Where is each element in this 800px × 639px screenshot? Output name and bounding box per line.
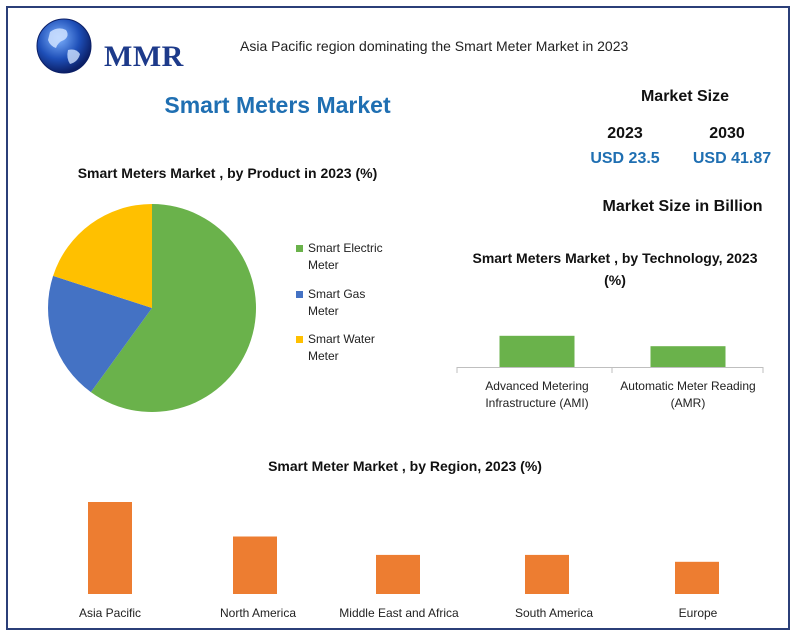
region-bar-middle-east-africa [376,554,420,594]
product-pie-chart [48,204,256,412]
logo-text: MMR [104,40,184,73]
pie-slice-gas [48,275,152,393]
main-title: Smart Meters Market [164,92,391,118]
region-bar-chart [88,502,719,594]
region-bar-europe [675,561,719,594]
region-chart-title: Smart Meter Market , by Region, 2023 (%) [268,458,542,474]
region-label-north-america: North America [219,606,297,620]
region-label-middle-east-africa: Middle East and Africa [339,606,459,620]
headline: Asia Pacific region dominating the Smart… [240,38,629,54]
pie-slice-electric [90,204,256,412]
region-label-asia-pacific: Asia Pacific [78,606,142,620]
year-2023: 2023 [607,125,643,142]
technology-bar-chart [456,335,764,373]
market-size-title: Market Size [640,88,730,105]
region-label-south-america: South America [514,606,594,620]
legend-label-electric: Smart Electric Meter [308,241,383,272]
tech-chart-title: Smart Meters Market , by Technology, 202… [472,250,758,288]
tech-label-amr: Automatic Meter Reading (AMR) [620,379,756,410]
globe-icon [36,18,92,74]
legend-swatch-water [296,336,303,343]
region-bar-south-america [525,554,569,594]
year-2030: 2030 [709,125,745,142]
pie-slice-water [53,204,153,308]
region-bar-asia-pacific [88,502,132,594]
tech-bar-ami [499,335,575,367]
value-2030: USD 41.87 [692,150,772,167]
mmr-logo: MMR [28,12,183,82]
legend-swatch-electric [296,245,303,252]
region-label-europe: Europe [678,606,718,620]
tech-bar-amr [650,346,726,367]
market-size-unit-note: Market Size in Billion [602,198,763,215]
pie-chart-title: Smart Meters Market , by Product in 2023… [77,165,378,181]
legend-label-water: Smart Water Meter [308,332,375,363]
value-2023: USD 23.5 [590,150,660,167]
region-bar-north-america [233,536,277,594]
tech-label-ami: Advanced Metering Infrastructure (AMI) [485,379,589,410]
legend-swatch-gas [296,291,303,298]
infographic-frame [6,6,790,630]
legend-label-gas: Smart Gas Meter [308,287,366,318]
